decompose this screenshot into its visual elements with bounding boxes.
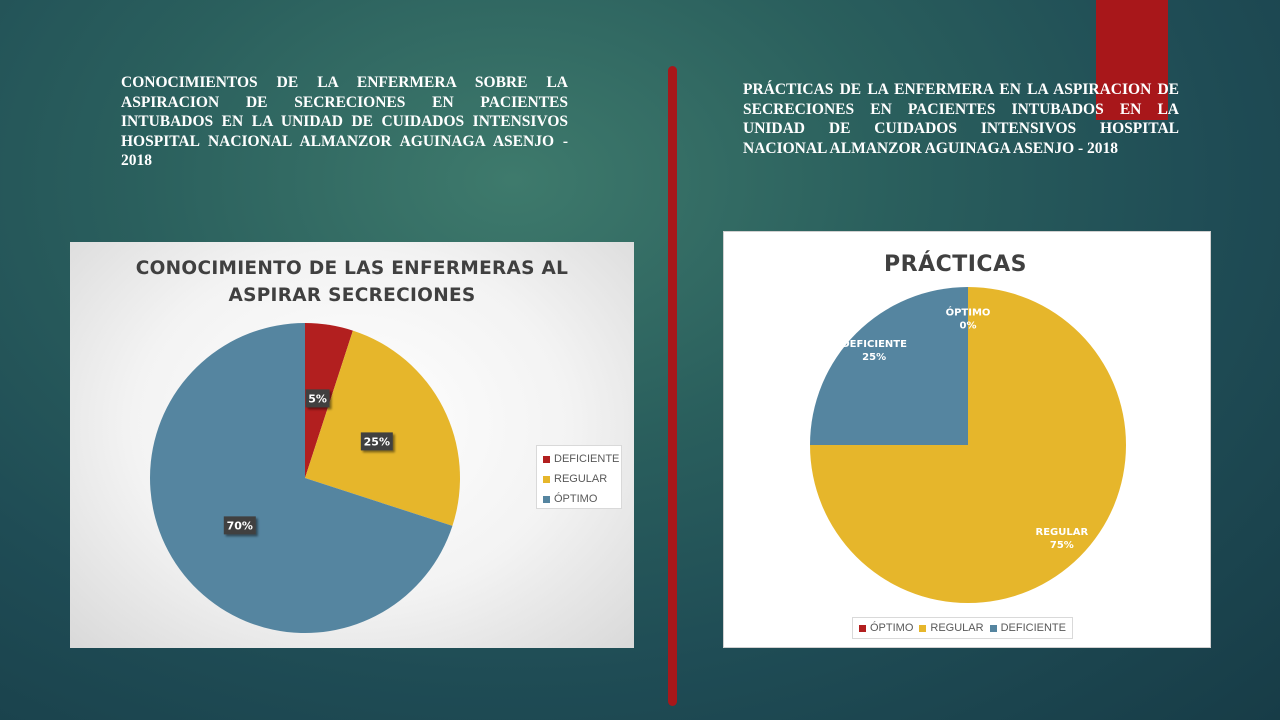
legend-swatch-regular bbox=[543, 475, 550, 483]
legend-swatch-deficiente bbox=[543, 455, 550, 463]
pie-slice-optimo bbox=[150, 323, 453, 633]
data-label-regular: REGULAR 75% bbox=[1036, 527, 1089, 551]
data-label-optimo: 70% bbox=[223, 516, 256, 535]
pie-slice-deficiente bbox=[810, 287, 968, 445]
legend-swatch-optimo bbox=[543, 495, 550, 503]
legend-item-regular: REGULAR bbox=[919, 622, 984, 634]
practices-chart-panel: PRÁCTICAS ÓPTIMO 0% REGULAR 75% DEFICIENTE 25… bbox=[723, 231, 1211, 648]
data-label-regular: 25% bbox=[360, 432, 393, 451]
svg-text:5%: 5% bbox=[308, 392, 327, 405]
legend-label-deficiente: DEFICIENTE bbox=[1000, 622, 1066, 634]
knowledge-pie-chart: 5% 25% 70% bbox=[150, 323, 460, 633]
practices-pie-chart: ÓPTIMO 0% REGULAR 75% DEFICIENTE 25% bbox=[810, 287, 1126, 603]
legend-item-deficiente: DEFICIENTE bbox=[989, 622, 1066, 634]
legend-label-optimo: ÓPTIMO bbox=[554, 493, 598, 505]
knowledge-chart-panel: CONOCIMIENTO DE LAS ENFERMERAS AL ASPIRA… bbox=[70, 242, 634, 648]
practices-chart-title: PRÁCTICAS bbox=[884, 252, 1027, 277]
legend-label-deficiente: DEFICIENTE bbox=[554, 453, 620, 465]
knowledge-chart-title-line-1: CONOCIMIENTO DE LAS ENFERMERAS AL bbox=[135, 258, 569, 279]
practices-heading: PRÁCTICAS DE LA ENFERMERA EN LA ASPIRACI… bbox=[743, 81, 1179, 157]
red-accent-tab bbox=[1096, 0, 1168, 120]
knowledge-legend: DEFICIENTE REGULAR ÓPTIMO bbox=[536, 445, 622, 509]
legend-item-optimo: ÓPTIMO bbox=[537, 489, 621, 509]
svg-text:25%: 25% bbox=[364, 435, 390, 448]
knowledge-heading: CONOCIMIENTOS DE LA ENFERMERA SOBRE LA A… bbox=[121, 74, 568, 169]
data-label-deficiente: 5% bbox=[305, 389, 330, 408]
legend-label-optimo: ÓPTIMO bbox=[870, 622, 914, 634]
legend-swatch-regular bbox=[919, 624, 927, 632]
legend-label-regular: REGULAR bbox=[554, 473, 608, 485]
data-label-deficiente: DEFICIENTE 25% bbox=[841, 339, 907, 363]
legend-item-deficiente: DEFICIENTE bbox=[537, 449, 621, 469]
legend-label-regular: REGULAR bbox=[930, 622, 984, 634]
legend-item-regular: REGULAR bbox=[537, 469, 621, 489]
svg-text:70%: 70% bbox=[227, 519, 253, 532]
practices-legend: ÓPTIMO REGULAR DEFICIENTE bbox=[852, 617, 1073, 639]
legend-swatch-deficiente bbox=[989, 624, 997, 632]
data-label-optimo: ÓPTIMO 0% bbox=[946, 305, 991, 331]
vertical-divider bbox=[668, 66, 677, 706]
knowledge-chart-title: CONOCIMIENTO DE LAS ENFERMERAS AL ASPIRA… bbox=[70, 255, 634, 309]
knowledge-chart-title-line-2: ASPIRAR SECRECIONES bbox=[228, 285, 476, 306]
legend-item-optimo: ÓPTIMO bbox=[859, 622, 913, 634]
legend-swatch-optimo bbox=[859, 624, 866, 632]
pie-slice-regular bbox=[305, 330, 460, 526]
